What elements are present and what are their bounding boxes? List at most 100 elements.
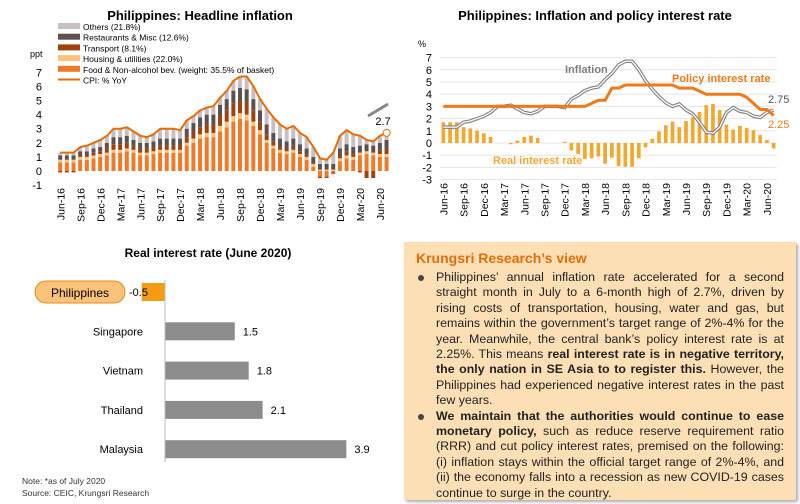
chart1-bar-housing — [371, 152, 376, 156]
chart2-real-rate-bar — [744, 127, 749, 143]
chart1-bar-others — [311, 147, 316, 157]
chart1-bar-housing — [238, 113, 243, 119]
chart2-real-rate-bar — [610, 143, 614, 158]
chart1-bar-transport — [151, 147, 156, 152]
chart1-bar-restaurants — [104, 142, 109, 149]
chart1-legend-swatch — [58, 55, 80, 62]
chart1-ytick: 1 — [36, 152, 42, 164]
chart1-bar-housing — [264, 139, 269, 143]
chart1-bar-restaurants — [258, 110, 262, 122]
chart3-value: 1.8 — [257, 366, 272, 378]
chart1-bar-others — [331, 152, 336, 164]
chart2-real-rate-bar — [684, 121, 688, 143]
chart2-xtick: Jun-16 — [438, 183, 450, 215]
chart1-bar-housing — [218, 125, 223, 132]
chart2-xtick: Sep-17 — [539, 183, 551, 217]
chart1-bar-transport — [371, 171, 376, 179]
chart1-bar-transport — [64, 171, 69, 173]
chart1-bar-restaurants — [291, 138, 296, 146]
chart1-bar-food — [384, 156, 389, 171]
chart1-ytick: 5 — [36, 96, 42, 108]
chart1-bar-food — [238, 118, 243, 171]
chart1-bar-transport — [211, 124, 216, 133]
chart2-xtick: Jun-17 — [519, 183, 531, 215]
chart3-category: Singapore — [93, 326, 143, 338]
chart1-bar-restaurants — [218, 104, 223, 117]
chart1-bar-others — [231, 80, 236, 91]
chart3-category: Philippines — [51, 286, 109, 300]
chart2-real-rate-bar — [704, 105, 709, 143]
chart1-bar-others — [317, 158, 322, 164]
chart1-bar-food — [104, 155, 109, 171]
chart1-bar-housing — [104, 152, 109, 156]
chart1-bar-others — [238, 76, 243, 88]
chart1-bar-restaurants — [344, 144, 349, 152]
chart1-bar-others — [131, 131, 136, 140]
chart1-bar-housing — [151, 151, 156, 155]
bullet-1-bold: real interest rate is in negative territ… — [436, 347, 785, 377]
chart2-real-rate-bar — [623, 143, 628, 167]
chart2-ytick: 7 — [426, 53, 432, 65]
chart2-real-rate-bar — [751, 130, 756, 143]
chart2-xtick: Dec-16 — [479, 183, 491, 217]
chart1-last-point — [382, 128, 391, 137]
chart2-real-rate-bar — [515, 140, 520, 143]
chart1-bar-transport — [131, 145, 136, 150]
chart1-bar-housing — [144, 152, 149, 156]
chart1-bar-housing — [364, 151, 369, 155]
chart1-title: Philippines: Headline inflation — [107, 8, 293, 23]
chart1-bar-restaurants — [191, 123, 196, 132]
chart3-category: Thailand — [101, 405, 143, 417]
chart1-xtick: Sep-19 — [315, 188, 327, 222]
chart1-bar-restaurants — [131, 139, 136, 146]
chart1-bar-housing — [384, 154, 389, 157]
chart1-xtick: Mar-17 — [115, 188, 127, 221]
chart1-bar-food — [131, 152, 136, 171]
chart1-xtick: Mar-20 — [355, 188, 367, 221]
chart2-ytick: 5 — [426, 77, 432, 89]
chart1-bar-housing — [211, 132, 216, 138]
chart1-bar-transport — [351, 154, 356, 157]
chart1-ytick: 2 — [36, 138, 42, 150]
chart3-highlight-pill — [34, 280, 126, 304]
chart1-bar-restaurants — [91, 148, 96, 153]
chart2-real-rate-bar — [488, 136, 493, 143]
chart1-bar-transport — [357, 171, 362, 173]
chart1-bar-transport — [124, 142, 129, 149]
chart1-bar-others — [357, 135, 362, 146]
chart1-bar-food — [204, 137, 209, 171]
chart2-real-rate-bar — [596, 143, 601, 157]
chart1-bar-transport — [324, 176, 329, 179]
chart1-bar-restaurants — [251, 99, 256, 111]
chart1-bar-transport — [158, 145, 163, 150]
chart1-bar-housing — [138, 152, 143, 156]
chart1-bar-food — [304, 159, 309, 171]
chart1-bar-transport — [184, 137, 189, 143]
chart1-xtick: Dec-19 — [335, 188, 347, 222]
chart1-bar-food — [98, 156, 103, 171]
chart1-bar-housing — [311, 163, 316, 167]
chart3-value: -0.5 — [129, 287, 148, 299]
chart1-bar-food — [277, 152, 282, 171]
chart1-cpi-line — [60, 75, 388, 161]
chart2-real-rate-bar — [677, 127, 682, 143]
chart1-bar-food — [297, 156, 302, 171]
chart1-bar-housing — [277, 149, 282, 153]
chart1-bar-housing — [224, 121, 229, 128]
chart1-bar-food — [164, 152, 169, 171]
bullet-2: We maintain that the authorities would c… — [416, 409, 784, 501]
chart3-title: Real interest rate (June 2020) — [125, 246, 292, 260]
chart1-bar-transport — [291, 145, 296, 150]
chart2-ytick: 6 — [426, 65, 432, 77]
chart2-real-rate-bar — [583, 143, 587, 159]
chart2-real-rate-bar — [738, 125, 742, 143]
chart1-bar-others — [337, 135, 342, 149]
chart1-bar-housing — [124, 148, 129, 152]
chart1-bar-housing — [118, 149, 123, 153]
chart1-bar-transport — [58, 171, 63, 173]
chart1-bar-housing — [191, 138, 196, 143]
chart1-bar-others — [277, 124, 282, 139]
chart1-bar-others — [91, 142, 96, 149]
chart1-bar-transport — [144, 148, 149, 153]
